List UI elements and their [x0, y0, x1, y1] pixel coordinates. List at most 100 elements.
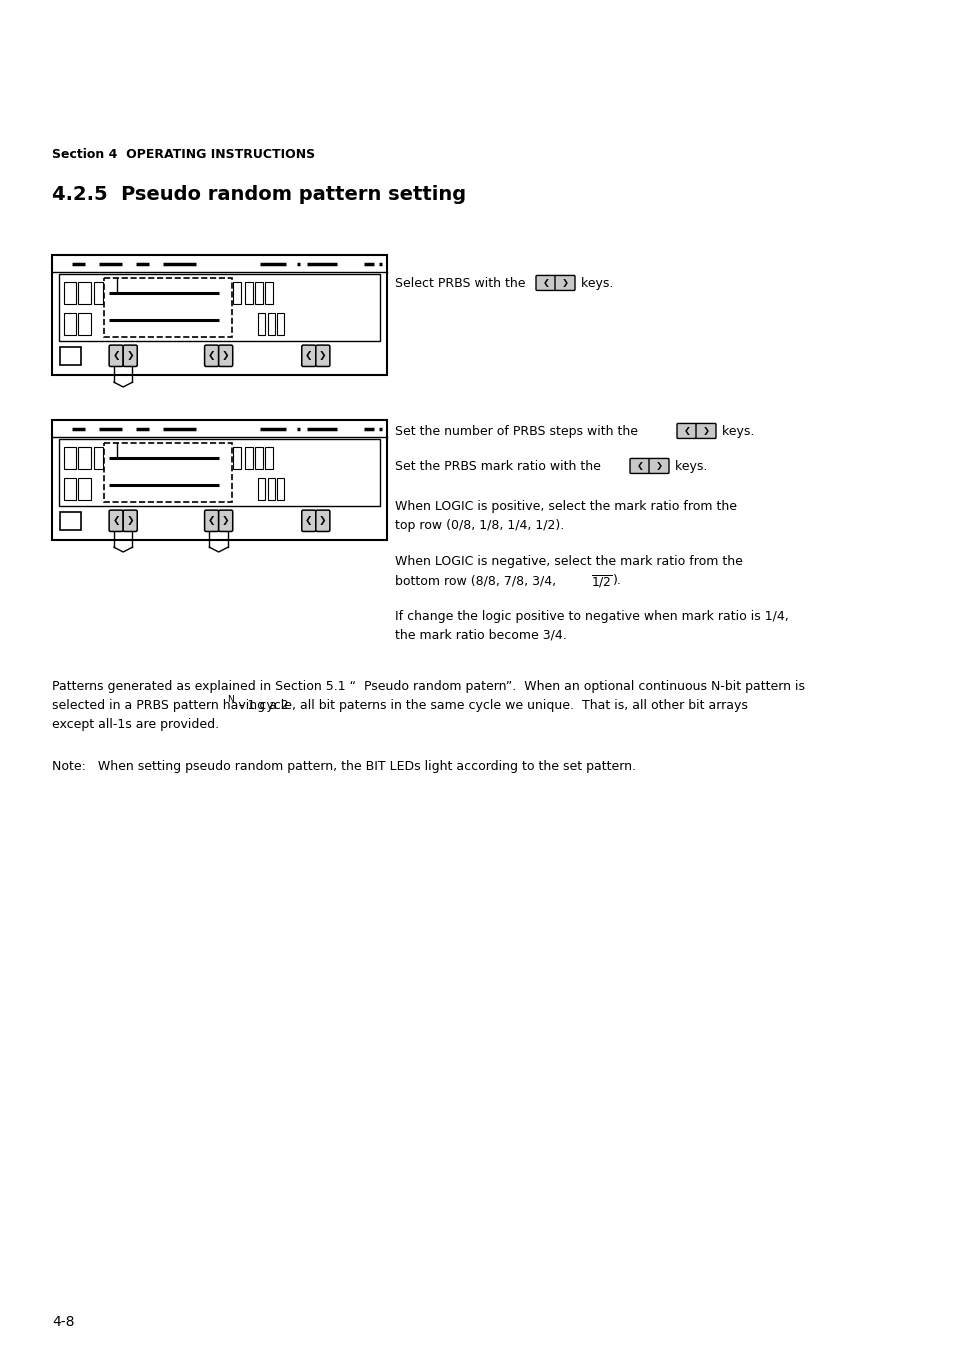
Text: Select PRBS with the: Select PRBS with the [395, 277, 529, 290]
Text: 4-8: 4-8 [52, 1315, 74, 1329]
Text: Set the PRBS mark ratio with the: Set the PRBS mark ratio with the [395, 459, 604, 473]
Bar [276, 478, 284, 500]
Bar [78, 282, 91, 304]
Bar [245, 282, 253, 304]
Text: ❯: ❯ [318, 516, 326, 526]
Text: keys.: keys. [577, 277, 613, 290]
Bar [104, 443, 233, 503]
Bar [78, 447, 91, 469]
Bar [201, 282, 209, 304]
Text: keys.: keys. [718, 426, 754, 438]
Text: ❮: ❮ [208, 516, 215, 526]
Bar [233, 447, 241, 469]
Bar [94, 282, 103, 304]
FancyBboxPatch shape [204, 345, 218, 366]
Bar [137, 447, 146, 469]
Bar [127, 447, 134, 469]
FancyBboxPatch shape [123, 345, 137, 366]
FancyBboxPatch shape [315, 511, 330, 531]
Text: bottom row (8/8, 7/8, 3/4,: bottom row (8/8, 7/8, 3/4, [395, 574, 559, 586]
Bar [94, 447, 103, 469]
Bar [59, 439, 380, 507]
Text: Set the number of PRBS steps with the: Set the number of PRBS steps with the [395, 426, 638, 438]
Bar [245, 447, 253, 469]
Bar [52, 255, 387, 376]
FancyBboxPatch shape [536, 276, 556, 290]
FancyBboxPatch shape [301, 511, 315, 531]
Text: $\overline{1/2}$: $\overline{1/2}$ [590, 574, 612, 590]
Bar [191, 447, 198, 469]
Bar [191, 282, 198, 304]
Text: ❮: ❮ [305, 351, 313, 361]
Bar [212, 282, 219, 304]
FancyBboxPatch shape [648, 458, 668, 473]
Bar [212, 447, 219, 469]
Bar [60, 512, 80, 530]
Text: ❮: ❮ [636, 462, 643, 470]
Bar [116, 282, 124, 304]
Bar [127, 282, 134, 304]
Text: When LOGIC is positive, select the mark ratio from the: When LOGIC is positive, select the mark … [395, 500, 737, 513]
Bar [64, 282, 76, 304]
Text: N: N [227, 694, 234, 704]
Bar [267, 478, 274, 500]
Text: ❮: ❮ [208, 351, 215, 361]
Text: ❯: ❯ [318, 351, 326, 361]
Bar [59, 274, 380, 342]
FancyBboxPatch shape [696, 423, 716, 439]
Text: ❯: ❯ [222, 516, 230, 526]
Bar [64, 313, 76, 335]
FancyBboxPatch shape [629, 458, 649, 473]
Text: 4.2.5  Pseudo random pattern setting: 4.2.5 Pseudo random pattern setting [52, 185, 466, 204]
FancyBboxPatch shape [123, 511, 137, 531]
FancyBboxPatch shape [109, 511, 123, 531]
Bar [222, 282, 231, 304]
FancyBboxPatch shape [301, 345, 315, 366]
Text: ❯: ❯ [127, 351, 133, 361]
Bar [180, 447, 188, 469]
Text: If change the logic positive to negative when mark ratio is 1/4,: If change the logic positive to negative… [395, 611, 788, 623]
Bar [258, 313, 265, 335]
Bar [180, 282, 188, 304]
Bar [78, 478, 91, 500]
Bar [104, 282, 113, 304]
Text: top row (0/8, 1/8, 1/4, 1/2).: top row (0/8, 1/8, 1/4, 1/2). [395, 519, 563, 532]
Bar [137, 282, 146, 304]
Bar [158, 282, 167, 304]
FancyBboxPatch shape [204, 511, 218, 531]
Text: ❮: ❮ [305, 516, 313, 526]
Text: ❮: ❮ [542, 278, 549, 288]
FancyBboxPatch shape [218, 345, 233, 366]
Bar [264, 282, 273, 304]
Text: keys.: keys. [670, 459, 706, 473]
FancyBboxPatch shape [677, 423, 697, 439]
Bar [258, 478, 265, 500]
Bar [148, 282, 156, 304]
Bar [276, 313, 284, 335]
Text: - 1 cycle, all bit paterns in the same cycle we unique.  That is, all other bit : - 1 cycle, all bit paterns in the same c… [235, 698, 747, 712]
Bar [104, 278, 233, 338]
Text: Patterns generated as explained in Section 5.1 “  Pseudo random patern”.  When a: Patterns generated as explained in Secti… [52, 680, 804, 693]
Text: ❯: ❯ [222, 351, 230, 361]
Bar [267, 313, 274, 335]
Text: ).: ). [613, 574, 621, 586]
Bar [116, 447, 124, 469]
Text: selected in a PRBS pattern having a 2: selected in a PRBS pattern having a 2 [52, 698, 289, 712]
Text: Note:   When setting pseudo random pattern, the BIT LEDs light according to the : Note: When setting pseudo random pattern… [52, 761, 636, 773]
Bar [233, 282, 241, 304]
Text: ❯: ❯ [655, 462, 661, 470]
FancyBboxPatch shape [109, 345, 123, 366]
FancyBboxPatch shape [555, 276, 575, 290]
Bar [254, 282, 263, 304]
Bar [148, 447, 156, 469]
Bar [104, 447, 113, 469]
Text: ❯: ❯ [561, 278, 568, 288]
Bar [52, 420, 387, 540]
Text: ❮: ❮ [112, 351, 120, 361]
Bar [169, 447, 177, 469]
Bar [78, 313, 91, 335]
FancyBboxPatch shape [218, 511, 233, 531]
Bar [254, 447, 263, 469]
Bar [222, 447, 231, 469]
Text: Section 4  OPERATING INSTRUCTIONS: Section 4 OPERATING INSTRUCTIONS [52, 149, 314, 161]
